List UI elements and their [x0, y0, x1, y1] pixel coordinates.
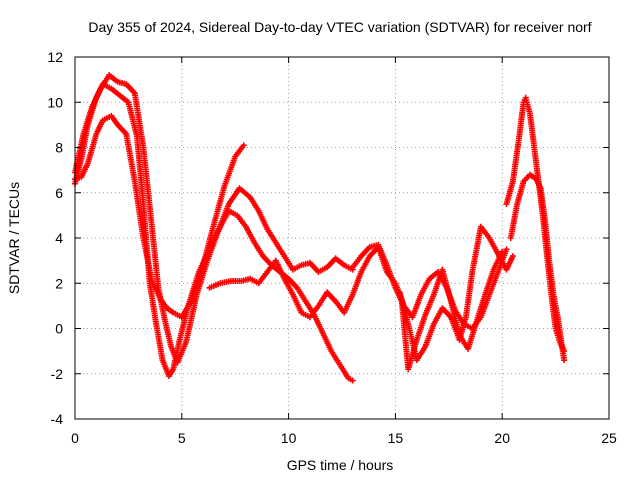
series-trace-c: [72, 72, 356, 366]
x-tick-label: 20: [494, 430, 510, 446]
x-axis-label: GPS time / hours: [287, 457, 394, 473]
y-tick-label: -4: [51, 411, 64, 427]
series-trace-b: [72, 81, 356, 384]
data-points: [72, 72, 568, 384]
point: [561, 357, 568, 364]
point: [349, 377, 356, 384]
series-trace-f: [396, 223, 516, 364]
y-tick-label: 12: [47, 49, 63, 65]
x-tick-label: 10: [281, 430, 297, 446]
y-tick-label: -2: [51, 366, 64, 382]
x-tick-label: 0: [71, 430, 79, 446]
series-trace-e: [349, 241, 506, 373]
point: [509, 253, 516, 260]
y-axis-label: SDTVAR / TECUs: [6, 182, 22, 294]
x-tick-label: 5: [178, 430, 186, 446]
series-trace-h: [507, 171, 568, 364]
y-tick-label: 10: [47, 94, 63, 110]
y-tick-label: 0: [55, 321, 63, 337]
y-tick-label: 8: [55, 140, 63, 156]
chart-title: Day 355 of 2024, Sidereal Day-to-day VTE…: [88, 19, 591, 35]
y-tick-label: 2: [55, 275, 63, 291]
x-tick-label: 25: [601, 430, 617, 446]
y-tick-label: 4: [55, 230, 63, 246]
point: [499, 248, 506, 255]
point: [240, 142, 247, 149]
point: [503, 246, 510, 253]
y-tick-label: 6: [55, 185, 63, 201]
x-tick-label: 15: [388, 430, 404, 446]
axis-ticks: 0 5 10 15 20 25 -4 -2 0 2 4 6 8 10 12: [47, 49, 617, 446]
